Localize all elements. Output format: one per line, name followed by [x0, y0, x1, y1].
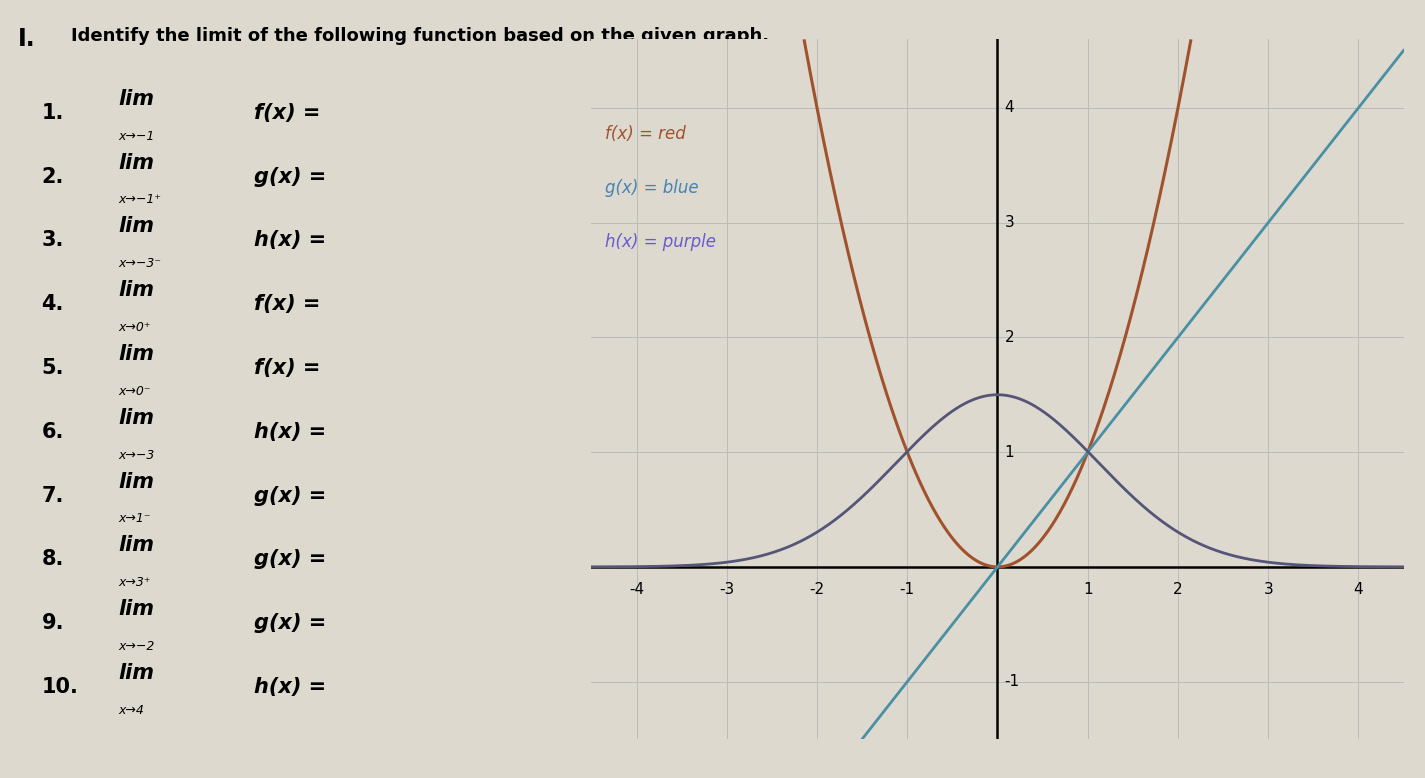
Text: 1.: 1. — [41, 103, 64, 123]
Text: x→1⁻: x→1⁻ — [118, 513, 151, 525]
Text: 3: 3 — [1264, 582, 1273, 597]
Text: lim: lim — [118, 535, 154, 555]
Text: Identify the limit of the following function based on the given graph.: Identify the limit of the following func… — [71, 27, 770, 45]
Text: g(x) =: g(x) = — [254, 549, 326, 569]
Text: 3: 3 — [1005, 215, 1015, 230]
Text: h(x) =: h(x) = — [254, 677, 326, 697]
Text: g(x) = blue: g(x) = blue — [604, 179, 698, 197]
Text: x→−3⁻: x→−3⁻ — [118, 258, 161, 270]
Text: -4: -4 — [628, 582, 644, 597]
Text: x→−2: x→−2 — [118, 640, 155, 653]
Text: lim: lim — [118, 89, 154, 109]
Text: 2: 2 — [1173, 582, 1183, 597]
Text: h(x) = purple: h(x) = purple — [604, 233, 715, 251]
Text: 6.: 6. — [41, 422, 64, 442]
Text: lim: lim — [118, 471, 154, 492]
Text: lim: lim — [118, 599, 154, 619]
Text: I.: I. — [17, 27, 36, 51]
Text: lim: lim — [118, 280, 154, 300]
Text: -3: -3 — [720, 582, 734, 597]
Text: -1: -1 — [899, 582, 915, 597]
Text: lim: lim — [118, 152, 154, 173]
Text: h(x) =: h(x) = — [254, 422, 326, 442]
Text: g(x) =: g(x) = — [254, 613, 326, 633]
Text: x→−1: x→−1 — [118, 130, 155, 142]
Text: g(x) =: g(x) = — [254, 485, 326, 506]
Text: 4.: 4. — [41, 294, 64, 314]
Text: 1: 1 — [1083, 582, 1093, 597]
Text: lim: lim — [118, 408, 154, 428]
Text: x→4: x→4 — [118, 704, 144, 717]
Text: 2.: 2. — [41, 166, 64, 187]
Text: f(x) =: f(x) = — [254, 294, 321, 314]
Text: -2: -2 — [809, 582, 825, 597]
Text: f(x) = red: f(x) = red — [604, 125, 685, 143]
Text: 4: 4 — [1005, 100, 1015, 115]
Text: 9.: 9. — [41, 613, 64, 633]
Text: f(x) =: f(x) = — [254, 358, 321, 378]
Text: lim: lim — [118, 344, 154, 364]
Text: 4: 4 — [1354, 582, 1364, 597]
Text: 5.: 5. — [41, 358, 64, 378]
Text: -1: -1 — [1005, 675, 1020, 689]
Text: x→3⁺: x→3⁺ — [118, 576, 151, 589]
Text: 8.: 8. — [41, 549, 64, 569]
Text: lim: lim — [118, 663, 154, 683]
Text: h(x) =: h(x) = — [254, 230, 326, 251]
Text: x→0⁺: x→0⁺ — [118, 321, 151, 334]
Text: g(x) =: g(x) = — [254, 166, 326, 187]
Text: f(x) =: f(x) = — [254, 103, 321, 123]
Text: 1: 1 — [1005, 445, 1015, 460]
Text: 2: 2 — [1005, 330, 1015, 345]
Text: x→−3: x→−3 — [118, 449, 155, 461]
Text: lim: lim — [118, 216, 154, 237]
Text: x→−1⁺: x→−1⁺ — [118, 194, 161, 206]
Text: 3.: 3. — [41, 230, 64, 251]
Text: 7.: 7. — [41, 485, 64, 506]
Text: 10.: 10. — [41, 677, 78, 697]
Text: x→0⁻: x→0⁻ — [118, 385, 151, 398]
